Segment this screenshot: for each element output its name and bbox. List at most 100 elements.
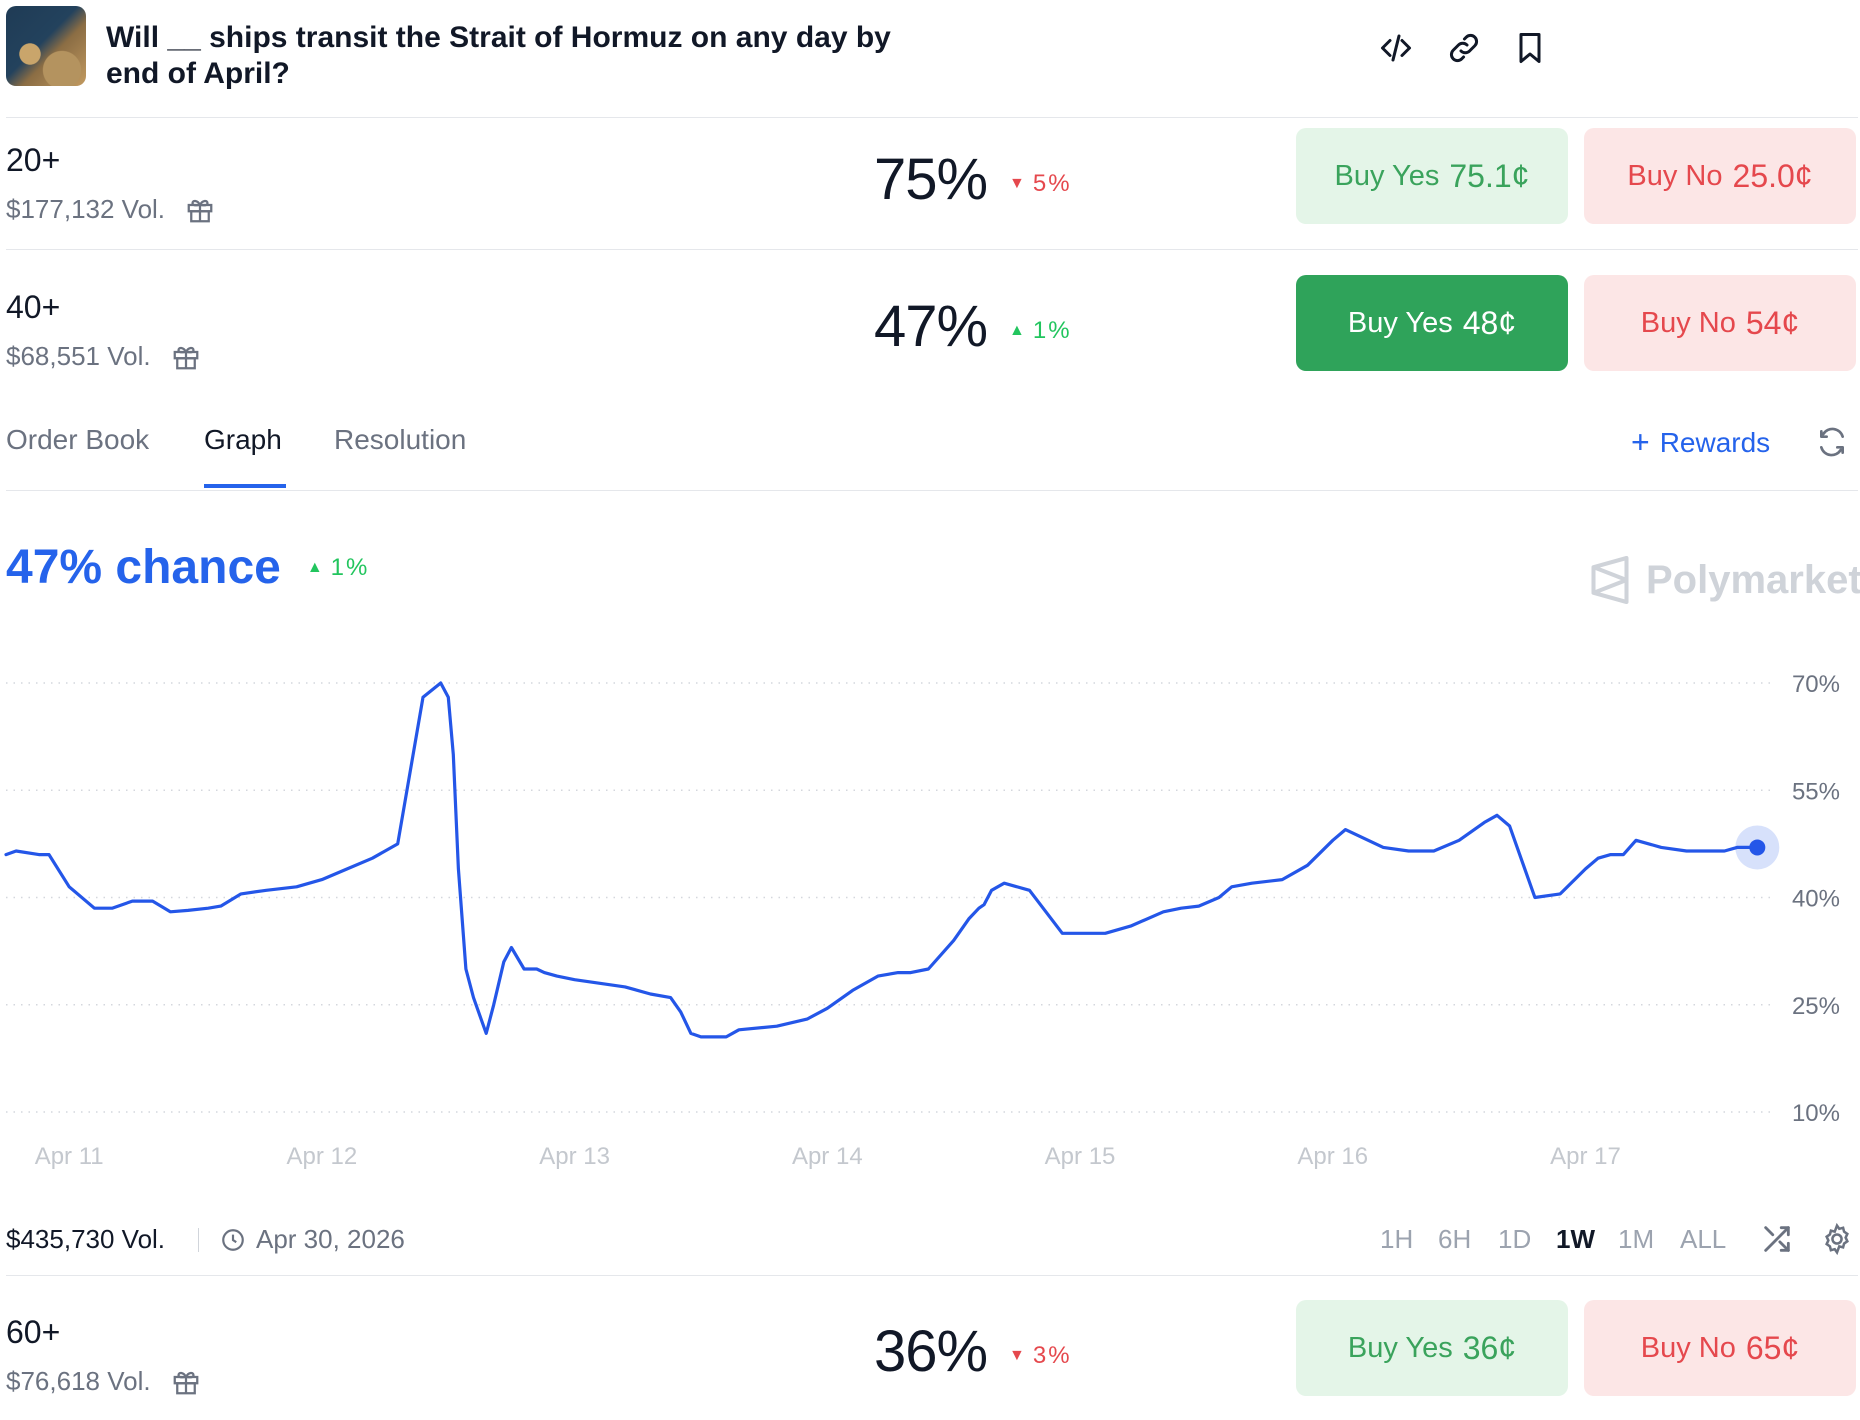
change-value: 5% <box>1032 170 1072 197</box>
market-header: Will __ ships transit the Strait of Horm… <box>6 6 1858 116</box>
outcome-row[interactable]: 60+ $76,618 Vol. 36% ▼ 3% Buy Yes 36¢ Bu… <box>6 1300 1858 1420</box>
divider <box>6 1275 1858 1276</box>
outcome-name: 40+ <box>6 289 61 325</box>
outcome-percent: 75% <box>874 147 988 212</box>
polymarket-logo-icon <box>1591 556 1629 604</box>
buy-yes-label: Buy Yes <box>1347 306 1453 339</box>
buy-yes-button[interactable]: Buy Yes 36¢ <box>1296 1300 1568 1396</box>
outcome-row[interactable]: 40+ $68,551 Vol. 47% ▲ 1% Buy Yes 48¢ Bu… <box>6 275 1858 395</box>
buy-yes-button[interactable]: Buy Yes 75.1¢ <box>1296 128 1568 224</box>
total-volume: $435,730 Vol. <box>6 1224 166 1254</box>
rewards-label: Rewards <box>1659 426 1771 458</box>
triangle-up-icon: ▲ <box>306 558 325 576</box>
outcome-volume-wrap: $177,132 Vol. <box>6 194 215 225</box>
buy-yes-price: 75.1¢ <box>1449 157 1530 194</box>
bookmark-icon[interactable] <box>1512 30 1548 66</box>
plus-icon: + <box>1631 424 1650 460</box>
chance-change-value: 1% <box>330 553 370 581</box>
range-1m[interactable]: 1M <box>1618 1224 1655 1254</box>
buy-yes-price: 36¢ <box>1462 1329 1517 1366</box>
outcome-change: ▲ 1% <box>1009 317 1072 345</box>
outcome-percent: 36% <box>874 1319 988 1384</box>
x-tick-label: Apr 12 <box>287 1143 358 1170</box>
brand-name: Polymarket <box>1646 557 1860 602</box>
buy-no-label: Buy No <box>1640 306 1736 339</box>
outcome-volume: $177,132 Vol. <box>6 194 166 224</box>
x-tick-label: Apr 14 <box>792 1143 863 1170</box>
embed-code-icon[interactable] <box>1378 30 1414 66</box>
outcome-volume-wrap: $76,618 Vol. <box>6 1366 201 1397</box>
divider <box>6 490 1858 491</box>
buy-no-price: 54¢ <box>1745 304 1800 341</box>
outcome-volume: $76,618 Vol. <box>6 1366 151 1396</box>
y-tick-label: 70% <box>1792 671 1840 698</box>
buy-yes-label: Buy Yes <box>1347 1331 1453 1364</box>
last-point-marker <box>1749 839 1766 856</box>
link-icon[interactable] <box>1446 30 1482 66</box>
x-tick-label: Apr 11 <box>35 1143 104 1170</box>
outcome-name: 60+ <box>6 1314 61 1350</box>
buy-no-price: 65¢ <box>1745 1329 1800 1366</box>
triangle-down-icon: ▼ <box>1009 175 1027 192</box>
buy-no-button[interactable]: Buy No 54¢ <box>1584 275 1856 371</box>
change-value: 1% <box>1032 317 1072 344</box>
outcome-name: 20+ <box>6 142 61 178</box>
range-all[interactable]: ALL <box>1680 1224 1727 1254</box>
graph-header: 47% chance ▲ 1% <box>6 540 369 595</box>
chance-change: ▲ 1% <box>307 554 370 582</box>
price-history-chart[interactable]: 70% 55% 40% 25% 10% Apr 11 Apr 12 Apr 13 Apr 14 A… <box>0 650 1860 1190</box>
outcome-change: ▼ 3% <box>1009 1342 1072 1370</box>
divider <box>6 249 1858 250</box>
rewards-button[interactable]: + Rewards <box>1631 424 1770 461</box>
divider <box>6 117 1858 118</box>
y-tick-label: 55% <box>1792 778 1840 805</box>
buy-no-button[interactable]: Buy No 25.0¢ <box>1584 128 1856 224</box>
x-tick-label: Apr 15 <box>1045 1143 1116 1170</box>
market-thumbnail <box>6 6 86 86</box>
y-tick-label: 10% <box>1792 1100 1840 1127</box>
outcome-change: ▼ 5% <box>1009 170 1072 198</box>
y-tick-label: 25% <box>1792 993 1840 1020</box>
market-title: Will __ ships transit the Strait of Horm… <box>106 21 891 90</box>
x-tick-label: Apr 17 <box>1550 1143 1621 1170</box>
x-tick-label: Apr 13 <box>539 1143 610 1170</box>
outcome-volume-wrap: $68,551 Vol. <box>6 341 201 372</box>
series-line <box>4 681 1759 1039</box>
tab-order-book[interactable]: Order Book <box>6 424 150 455</box>
detail-tabs: Order Book Graph Resolution + Rewards <box>6 420 1858 490</box>
change-value: 3% <box>1032 1342 1072 1369</box>
outcome-volume: $68,551 Vol. <box>6 341 151 371</box>
chart-footer: $435,730 Vol. Apr 30, 2026 1H 6H 1D 1W 1… <box>6 1216 1858 1266</box>
end-date-value: Apr 30, 2026 <box>256 1224 405 1254</box>
buy-yes-price: 48¢ <box>1462 304 1517 341</box>
buy-no-label: Buy No <box>1640 1331 1736 1364</box>
buy-yes-label: Buy Yes <box>1334 159 1440 192</box>
buy-yes-button[interactable]: Buy Yes 48¢ <box>1296 275 1568 371</box>
outcome-percent: 47% <box>874 294 988 359</box>
tab-graph[interactable]: Graph <box>204 424 282 455</box>
refresh-icon[interactable] <box>1816 426 1848 458</box>
gift-icon[interactable] <box>171 1367 201 1397</box>
buy-no-button[interactable]: Buy No 65¢ <box>1584 1300 1856 1396</box>
outcome-row[interactable]: 20+ $177,132 Vol. 75% ▼ 5% Buy Yes 75.1¢… <box>6 128 1858 248</box>
chance-value: 47% chance <box>6 541 281 594</box>
triangle-up-icon: ▲ <box>1009 322 1027 339</box>
tab-resolution[interactable]: Resolution <box>334 424 467 455</box>
buy-no-label: Buy No <box>1627 159 1723 192</box>
polymarket-watermark: Polymarket <box>1588 556 1860 604</box>
end-date: Apr 30, 2026 <box>220 1224 405 1255</box>
buy-no-price: 25.0¢ <box>1732 157 1813 194</box>
separator <box>198 1228 199 1252</box>
triangle-down-icon: ▼ <box>1009 1347 1027 1364</box>
shuffle-icon[interactable] <box>1760 1222 1794 1256</box>
x-tick-label: Apr 16 <box>1297 1143 1368 1170</box>
range-1w[interactable]: 1W <box>1556 1224 1595 1254</box>
range-1h[interactable]: 1H <box>1380 1224 1414 1254</box>
clock-icon <box>222 1228 244 1251</box>
range-1d[interactable]: 1D <box>1498 1224 1532 1254</box>
gift-icon[interactable] <box>185 195 215 225</box>
gift-icon[interactable] <box>171 342 201 372</box>
range-6h[interactable]: 6H <box>1438 1224 1472 1254</box>
settings-gear-icon[interactable] <box>1820 1222 1854 1256</box>
y-tick-label: 40% <box>1792 886 1840 913</box>
